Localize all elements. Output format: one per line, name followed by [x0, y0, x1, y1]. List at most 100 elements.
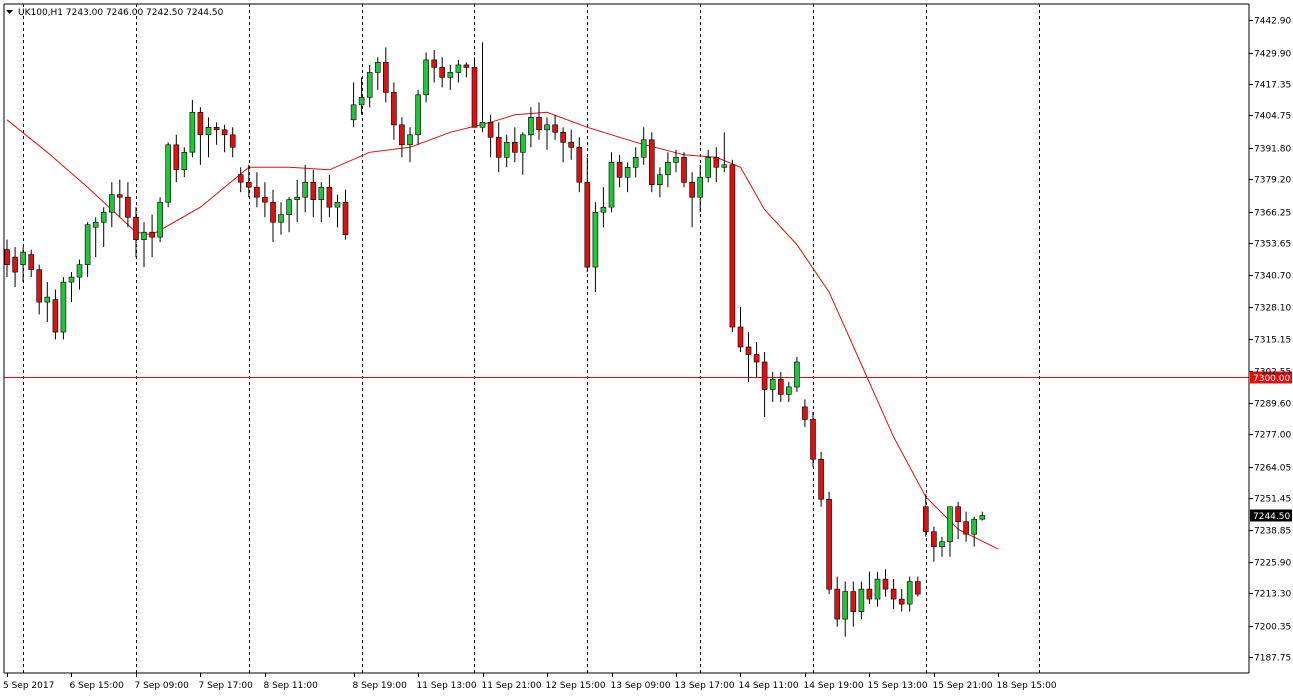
candle-body-bear [4, 249, 10, 265]
candle-body-bear [777, 379, 784, 395]
candle-body-bull [76, 264, 83, 278]
candle [648, 132, 655, 193]
candle-body-bull [84, 224, 91, 265]
candle-body-bull [334, 201, 341, 208]
candle [455, 59, 462, 83]
candle [213, 122, 220, 145]
time-tick-label: 7 Sep 09:00 [135, 681, 190, 691]
candle [487, 114, 494, 158]
candle-body-bull [68, 276, 75, 283]
candle-body-bull [205, 127, 212, 136]
candle-body-bear [487, 122, 494, 138]
candle [657, 167, 663, 198]
candle-body-bull [979, 515, 986, 520]
candle-body-bull [20, 251, 26, 265]
last-price-tag [1250, 509, 1292, 522]
candle-body-bull [181, 152, 188, 171]
candle [302, 164, 309, 213]
candle [286, 197, 292, 233]
candle [495, 122, 502, 173]
candle-body-bear [36, 269, 43, 303]
candle [858, 581, 865, 620]
candle-body-bull [100, 211, 107, 223]
time-tick-label: 18 Sep 15:00 [997, 681, 1057, 691]
candle [519, 132, 526, 175]
candle-body-bear [12, 256, 18, 273]
candle-body-bull [947, 506, 953, 542]
candle-body-bear [342, 201, 349, 235]
candle [350, 82, 357, 128]
candle-body-bull [447, 72, 454, 78]
candle-body-bear [197, 112, 204, 136]
candle-body-bear [866, 588, 873, 600]
candle [479, 42, 486, 133]
candle-body-bull [697, 176, 704, 198]
candle-body-bull [608, 162, 615, 208]
candle-body-bear [399, 124, 405, 146]
candle-body-bear [882, 578, 889, 590]
candle [842, 581, 849, 637]
time-tick-label: 14 Sep 11:00 [739, 681, 799, 691]
candle-body-bear [511, 142, 518, 153]
candle-body-bear [237, 174, 244, 183]
candle-body-bear [262, 196, 268, 203]
candle [552, 114, 558, 140]
candle-body-bull [624, 167, 631, 178]
candle-body-bull [350, 104, 357, 121]
candle-body-bear [552, 124, 558, 133]
candle-body-bear [810, 419, 816, 460]
candle-body-bull [189, 112, 196, 153]
candle-body-bull [479, 122, 486, 128]
candle-body-bull [665, 162, 671, 176]
candle-body-bear [125, 196, 131, 218]
candle-body-bull [842, 591, 849, 620]
candle [737, 307, 744, 352]
candle [640, 127, 647, 165]
candle-body-bear [439, 67, 446, 78]
candle-body-bear [213, 127, 220, 131]
candle [850, 581, 857, 627]
candle [681, 152, 687, 188]
candle [133, 207, 139, 258]
price-tick-label: 7302.55 [1254, 368, 1291, 378]
candle [689, 172, 695, 228]
candle-body-bull [544, 124, 550, 131]
candle-body-bear [568, 142, 575, 148]
candle-body-bear [117, 194, 123, 198]
candle-body-bear [713, 157, 720, 168]
candle-body-bull [858, 588, 865, 612]
candle-body-bull [278, 214, 284, 223]
candle-body-bear [922, 506, 929, 533]
candle-body-bull [294, 196, 301, 200]
candle-body-bear [254, 186, 260, 198]
time-tick-label: 6 Sep 15:00 [70, 681, 125, 691]
candle-body-bear [745, 346, 752, 355]
candle-body-bear [270, 201, 276, 223]
candle-body-bull [600, 206, 607, 213]
candle [705, 149, 712, 183]
candle [568, 129, 575, 160]
candle [246, 164, 252, 198]
time-tick-label: 13 Sep 09:00 [611, 681, 671, 691]
candle [318, 182, 325, 223]
time-tick-label: 7 Sep 17:00 [199, 681, 254, 691]
candle-body-bear [729, 164, 736, 328]
triangle-down-icon[interactable] [6, 10, 13, 14]
price-tick-label: 7340.70 [1254, 272, 1291, 282]
candle-body-bear [753, 354, 760, 363]
candle [471, 57, 478, 128]
candle-body-bull [423, 59, 429, 96]
candle-body-bear [576, 147, 583, 183]
price-tick-label: 7251.45 [1254, 495, 1291, 505]
candle-body-bull [302, 181, 309, 198]
candle-body-bull [632, 157, 639, 168]
candle [785, 381, 792, 402]
candle [100, 207, 107, 248]
price-tick-label: 7264.05 [1254, 464, 1291, 474]
candle-body-bear [648, 139, 655, 186]
candle [117, 179, 123, 218]
candle [810, 411, 816, 467]
candle [834, 576, 841, 627]
candle [922, 494, 929, 537]
